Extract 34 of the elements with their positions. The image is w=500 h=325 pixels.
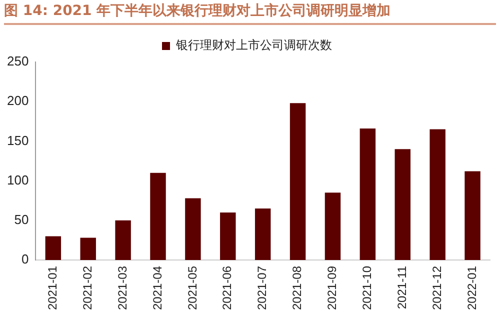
bar <box>324 192 341 260</box>
x-tick-label: 2021-04 <box>150 266 164 310</box>
y-tick-label: 0 <box>21 252 29 267</box>
x-tick-label: 2021-11 <box>394 266 409 310</box>
bar <box>430 129 446 260</box>
legend-label: 银行理财对上市公司调研次数 <box>175 38 332 52</box>
bar <box>464 171 480 260</box>
bar <box>394 149 410 260</box>
x-tick-label: 2021-05 <box>185 266 200 310</box>
x-tick-label: 2021-09 <box>325 266 340 310</box>
x-tick-label: 2021-08 <box>290 266 304 310</box>
bar <box>290 103 306 260</box>
x-tick-label: 2021-12 <box>430 266 444 310</box>
bar <box>80 238 96 260</box>
y-tick-label: 250 <box>6 54 29 69</box>
y-tick-label: 50 <box>14 212 29 227</box>
x-tick-label: 2021-03 <box>115 266 130 310</box>
x-tick-label: 2021-10 <box>360 266 374 310</box>
chart-title: 图 14: 2021 年下半年以来银行理财对上市公司调研明显增加 <box>4 2 496 25</box>
bar <box>150 172 166 260</box>
bar <box>360 128 376 260</box>
x-tick-label: 2021-06 <box>220 266 234 310</box>
y-tick-label: 200 <box>6 93 29 108</box>
y-tick-label: 150 <box>6 132 29 148</box>
bar <box>115 220 131 260</box>
bar <box>254 208 271 260</box>
bar <box>45 236 62 260</box>
x-tick-label: 2021-07 <box>255 266 270 310</box>
x-tick-label: 2022-01 <box>464 266 479 310</box>
y-tick-label: 100 <box>6 172 29 188</box>
x-tick-label: 2021-02 <box>80 266 94 310</box>
bar <box>185 198 201 260</box>
x-tick-label: 2021-01 <box>45 266 60 310</box>
bar <box>220 212 236 260</box>
